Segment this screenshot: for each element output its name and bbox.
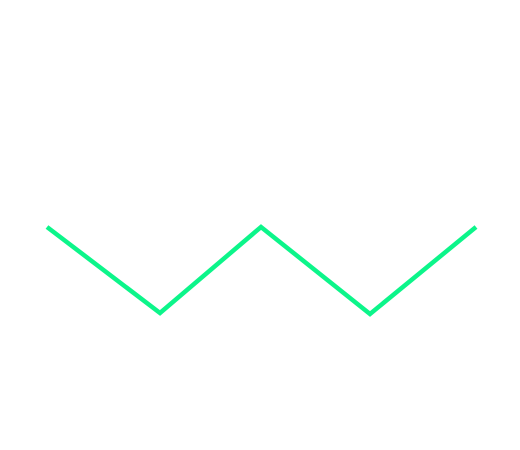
zigzag-chain-line xyxy=(45,224,478,317)
